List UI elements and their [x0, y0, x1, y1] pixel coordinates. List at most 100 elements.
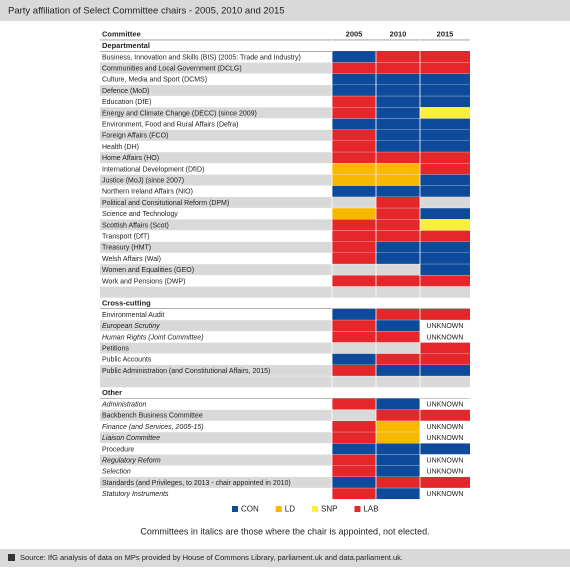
party-cell [376, 118, 420, 130]
committee-name: Regulatory Reform [102, 458, 161, 465]
section-row [100, 40, 470, 52]
party-cell [420, 174, 470, 186]
party-cell [332, 163, 376, 175]
party-cell [332, 454, 376, 466]
party-cell [332, 331, 376, 343]
party-cell [420, 309, 470, 321]
unknown-cell [420, 454, 470, 466]
column-header: 2015 [437, 30, 454, 39]
party-cell [376, 219, 420, 231]
table-row [100, 185, 470, 197]
party-cell [332, 465, 376, 477]
table-row [100, 421, 470, 433]
committee-name: Public Accounts [102, 357, 152, 364]
unknown-cell [420, 320, 470, 332]
unknown-label: UNKNOWN [427, 435, 464, 442]
party-cell [376, 185, 420, 197]
unknown-label: UNKNOWN [427, 402, 464, 409]
party-cell [420, 129, 470, 141]
party-cell [420, 85, 470, 97]
party-cell [376, 309, 420, 321]
party-cell [420, 230, 470, 242]
table-row [100, 107, 470, 119]
unknown-cell [420, 331, 470, 343]
spacer-row [100, 286, 470, 298]
committee-name: Defence (MoD) [102, 88, 149, 95]
committee-name: International Development (DfID) [102, 166, 204, 173]
party-cell [376, 129, 420, 141]
unknown-label: UNKNOWN [427, 491, 464, 498]
committee-name: Health (DH) [102, 144, 139, 151]
party-cell [376, 96, 420, 108]
party-cell [332, 477, 376, 489]
legend-label: CON [241, 505, 259, 514]
table-row [100, 163, 470, 175]
party-cell [376, 152, 420, 164]
party-cell [420, 477, 470, 489]
party-cell [332, 365, 376, 377]
unknown-cell [420, 432, 470, 444]
party-cell [420, 51, 470, 63]
party-cell [332, 432, 376, 444]
committee-name: Work and Pensions (DWP) [102, 278, 186, 285]
party-cell [332, 185, 376, 197]
table-row [100, 477, 470, 489]
party-cell [376, 197, 420, 209]
party-cell [376, 331, 420, 343]
source-icon [8, 554, 15, 561]
party-cell [376, 141, 420, 153]
party-cell [420, 264, 470, 276]
party-cell [332, 62, 376, 74]
table-row [100, 208, 470, 220]
section-label: Cross-cutting [102, 298, 151, 307]
party-cell [332, 51, 376, 63]
party-cell [420, 365, 470, 377]
party-cell [376, 353, 420, 365]
party-cell [376, 85, 420, 97]
spacer-row [100, 376, 470, 388]
party-cell [376, 488, 420, 500]
table-row [100, 342, 470, 354]
party-cell [332, 85, 376, 97]
party-cell [376, 174, 420, 186]
party-cell [420, 96, 470, 108]
table-row [100, 264, 470, 276]
table-row [100, 73, 470, 85]
unknown-label: UNKNOWN [427, 424, 464, 431]
unknown-cell [420, 421, 470, 433]
committee-name: Administration [101, 402, 146, 409]
party-cell [420, 141, 470, 153]
table-row [100, 432, 470, 444]
table-row [100, 365, 470, 377]
committee-name: Education (DfE) [102, 99, 151, 106]
committee-name: Environmental Audit [102, 312, 164, 319]
unknown-label: UNKNOWN [427, 323, 464, 330]
party-cell [376, 398, 420, 410]
committee-name: Treasury (HMT) [102, 245, 151, 252]
party-cell [420, 208, 470, 220]
table-row [100, 129, 470, 141]
party-cell [420, 62, 470, 74]
column-header: 2010 [390, 30, 407, 39]
committee-name: Scottish Affairs (Scot) [102, 222, 169, 229]
party-cell [332, 107, 376, 119]
table-row [100, 241, 470, 253]
party-cell [332, 73, 376, 85]
party-cell [332, 141, 376, 153]
table-row [100, 174, 470, 186]
table-row [100, 230, 470, 242]
party-cell [420, 241, 470, 253]
column-header: Committee [102, 30, 141, 39]
unknown-label: UNKNOWN [427, 469, 464, 476]
party-cell [332, 488, 376, 500]
party-cell [376, 477, 420, 489]
table-row [100, 118, 470, 130]
section-row [100, 387, 470, 399]
unknown-cell [420, 465, 470, 477]
party-cell [332, 309, 376, 321]
table-row [100, 197, 470, 209]
table-row [100, 275, 470, 287]
column-header: 2005 [346, 30, 363, 39]
party-cell [332, 398, 376, 410]
